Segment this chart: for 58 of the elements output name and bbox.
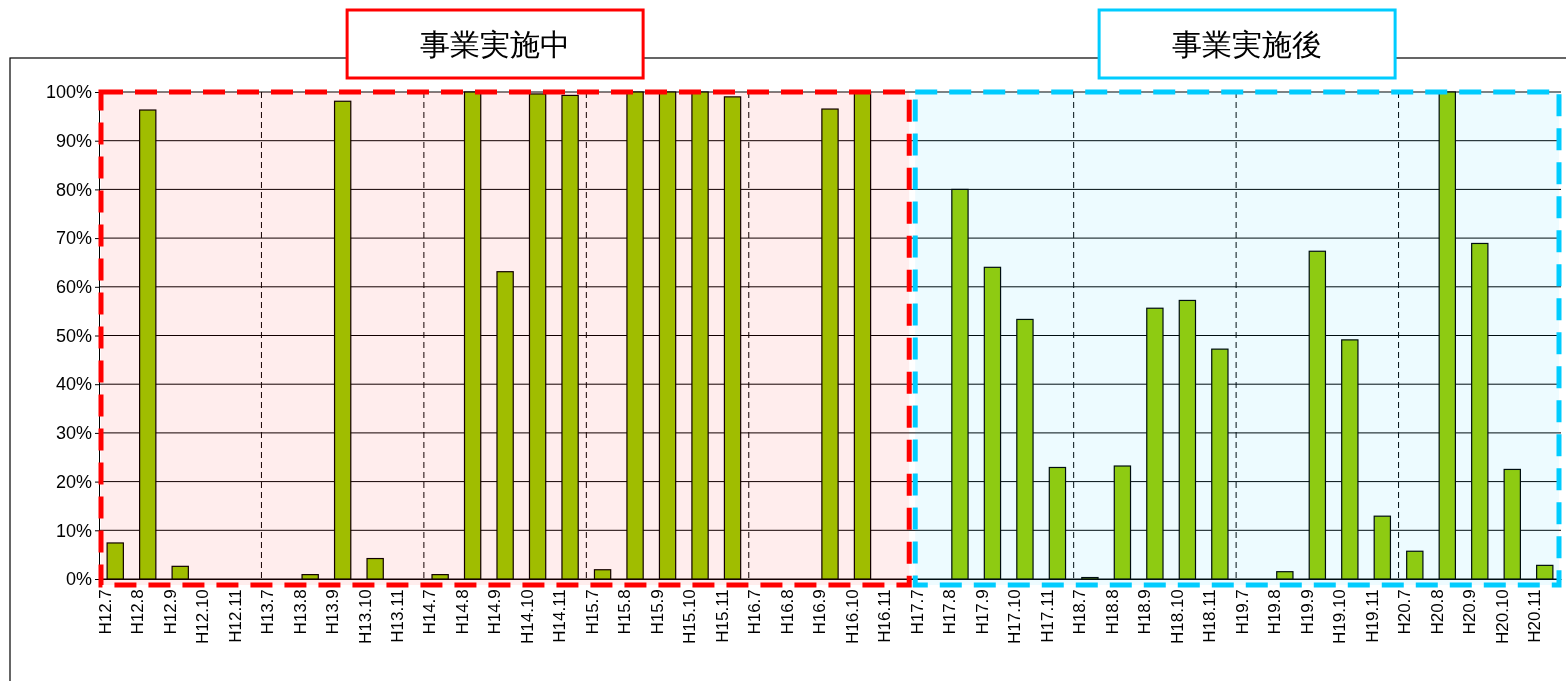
y-tick-label: 10% xyxy=(55,520,92,541)
x-tick-label: H12.10 xyxy=(193,589,213,645)
x-tick-label: H17.7 xyxy=(907,589,927,635)
x-tick-label: H13.11 xyxy=(387,589,407,643)
y-tick-label: 50% xyxy=(55,325,92,346)
y-tick-label: 80% xyxy=(55,179,92,200)
x-tick-label: H20.7 xyxy=(1395,589,1415,635)
x-tick-label: H19.8 xyxy=(1265,589,1285,635)
x-tick-label: H14.11 xyxy=(550,589,570,643)
y-tick-label: 40% xyxy=(55,374,92,395)
x-tick-label: H16.8 xyxy=(777,589,797,635)
x-tick-label: H17.11 xyxy=(1037,589,1057,643)
x-tick-label: H18.7 xyxy=(1070,589,1090,635)
x-tick-label: H13.10 xyxy=(355,589,375,645)
x-tick-label: H14.9 xyxy=(485,589,505,635)
y-tick-label: 60% xyxy=(55,277,92,298)
x-tick-label: H19.10 xyxy=(1330,589,1350,645)
x-tick-label: H20.8 xyxy=(1427,589,1447,635)
y-tick-label: 100% xyxy=(45,82,92,103)
x-tick-label: H15.11 xyxy=(712,589,732,643)
x-tick-label: H20.10 xyxy=(1492,589,1512,645)
x-tick-label: H16.10 xyxy=(842,589,862,645)
band-label: 事業実施中 xyxy=(420,27,571,61)
x-tick-label: H12.11 xyxy=(225,589,245,643)
y-tick-label: 0% xyxy=(65,569,92,590)
x-tick-label: H16.9 xyxy=(810,589,830,635)
x-tick-label: H12.8 xyxy=(128,589,148,635)
x-tick-label: H20.9 xyxy=(1460,589,1480,635)
x-tick-label: H20.11 xyxy=(1525,589,1545,643)
x-tick-label: H15.8 xyxy=(615,589,635,635)
x-tick-label: H12.9 xyxy=(160,589,180,635)
x-tick-label: H16.11 xyxy=(875,589,895,643)
x-tick-label: H13.8 xyxy=(290,589,310,635)
y-tick-label: 90% xyxy=(55,130,92,151)
x-tick-label: H18.10 xyxy=(1167,589,1187,645)
x-tick-label: H14.7 xyxy=(420,589,440,635)
y-tick-label: 20% xyxy=(55,471,92,492)
y-tick-label: 30% xyxy=(55,423,92,444)
x-tick-label: H18.8 xyxy=(1102,589,1122,635)
y-tick-label: 70% xyxy=(55,228,92,249)
x-tick-label: H15.7 xyxy=(582,589,602,635)
x-tick-label: H15.9 xyxy=(647,589,667,635)
x-tick-label: H14.8 xyxy=(452,589,472,635)
x-tick-label: H17.8 xyxy=(940,589,960,635)
x-tick-label: H15.10 xyxy=(680,589,700,645)
x-tick-label: H18.11 xyxy=(1200,589,1220,643)
x-tick-label: H18.9 xyxy=(1135,589,1155,635)
x-tick-label: H14.10 xyxy=(517,589,537,645)
x-tick-label: H17.10 xyxy=(1005,589,1025,645)
x-tick-label: H19.11 xyxy=(1362,589,1382,643)
x-tick-label: H13.7 xyxy=(258,589,278,635)
band-label: 事業実施後 xyxy=(1172,27,1323,61)
x-tick-label: H19.9 xyxy=(1297,589,1317,635)
x-tick-label: H19.7 xyxy=(1232,589,1252,635)
x-tick-label: H12.7 xyxy=(95,589,115,635)
x-tick-label: H13.9 xyxy=(323,589,343,635)
x-tick-label: H17.9 xyxy=(972,589,992,635)
x-tick-label: H16.7 xyxy=(745,589,765,635)
